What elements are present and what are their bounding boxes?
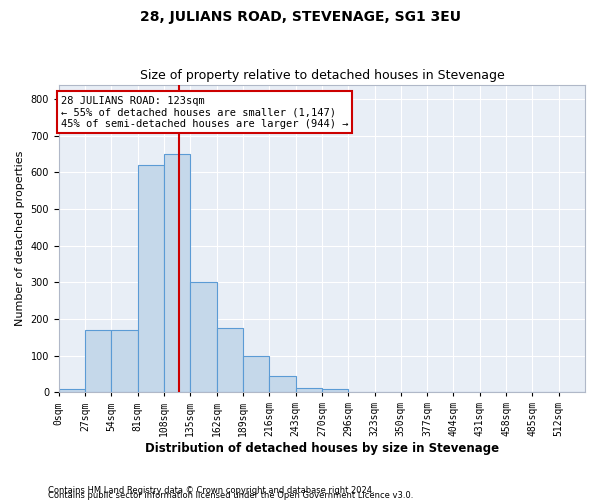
Bar [85, 330, 112, 392]
Bar [138, 165, 164, 392]
Text: 28 JULIANS ROAD: 123sqm
← 55% of detached houses are smaller (1,147)
45% of semi: 28 JULIANS ROAD: 123sqm ← 55% of detache… [61, 96, 348, 128]
Bar [190, 282, 217, 392]
X-axis label: Distribution of detached houses by size in Stevenage: Distribution of detached houses by size … [145, 442, 499, 455]
Text: 28, JULIANS ROAD, STEVENAGE, SG1 3EU: 28, JULIANS ROAD, STEVENAGE, SG1 3EU [139, 10, 461, 24]
Bar [112, 330, 138, 392]
Bar [217, 328, 243, 392]
Title: Size of property relative to detached houses in Stevenage: Size of property relative to detached ho… [140, 69, 504, 82]
Bar [296, 388, 322, 392]
Text: Contains HM Land Registry data © Crown copyright and database right 2024.: Contains HM Land Registry data © Crown c… [48, 486, 374, 495]
Bar [243, 356, 269, 392]
Text: Contains public sector information licensed under the Open Government Licence v3: Contains public sector information licen… [48, 491, 413, 500]
Bar [59, 388, 85, 392]
Y-axis label: Number of detached properties: Number of detached properties [15, 150, 25, 326]
Bar [164, 154, 190, 392]
Bar [269, 376, 296, 392]
Bar [322, 388, 348, 392]
